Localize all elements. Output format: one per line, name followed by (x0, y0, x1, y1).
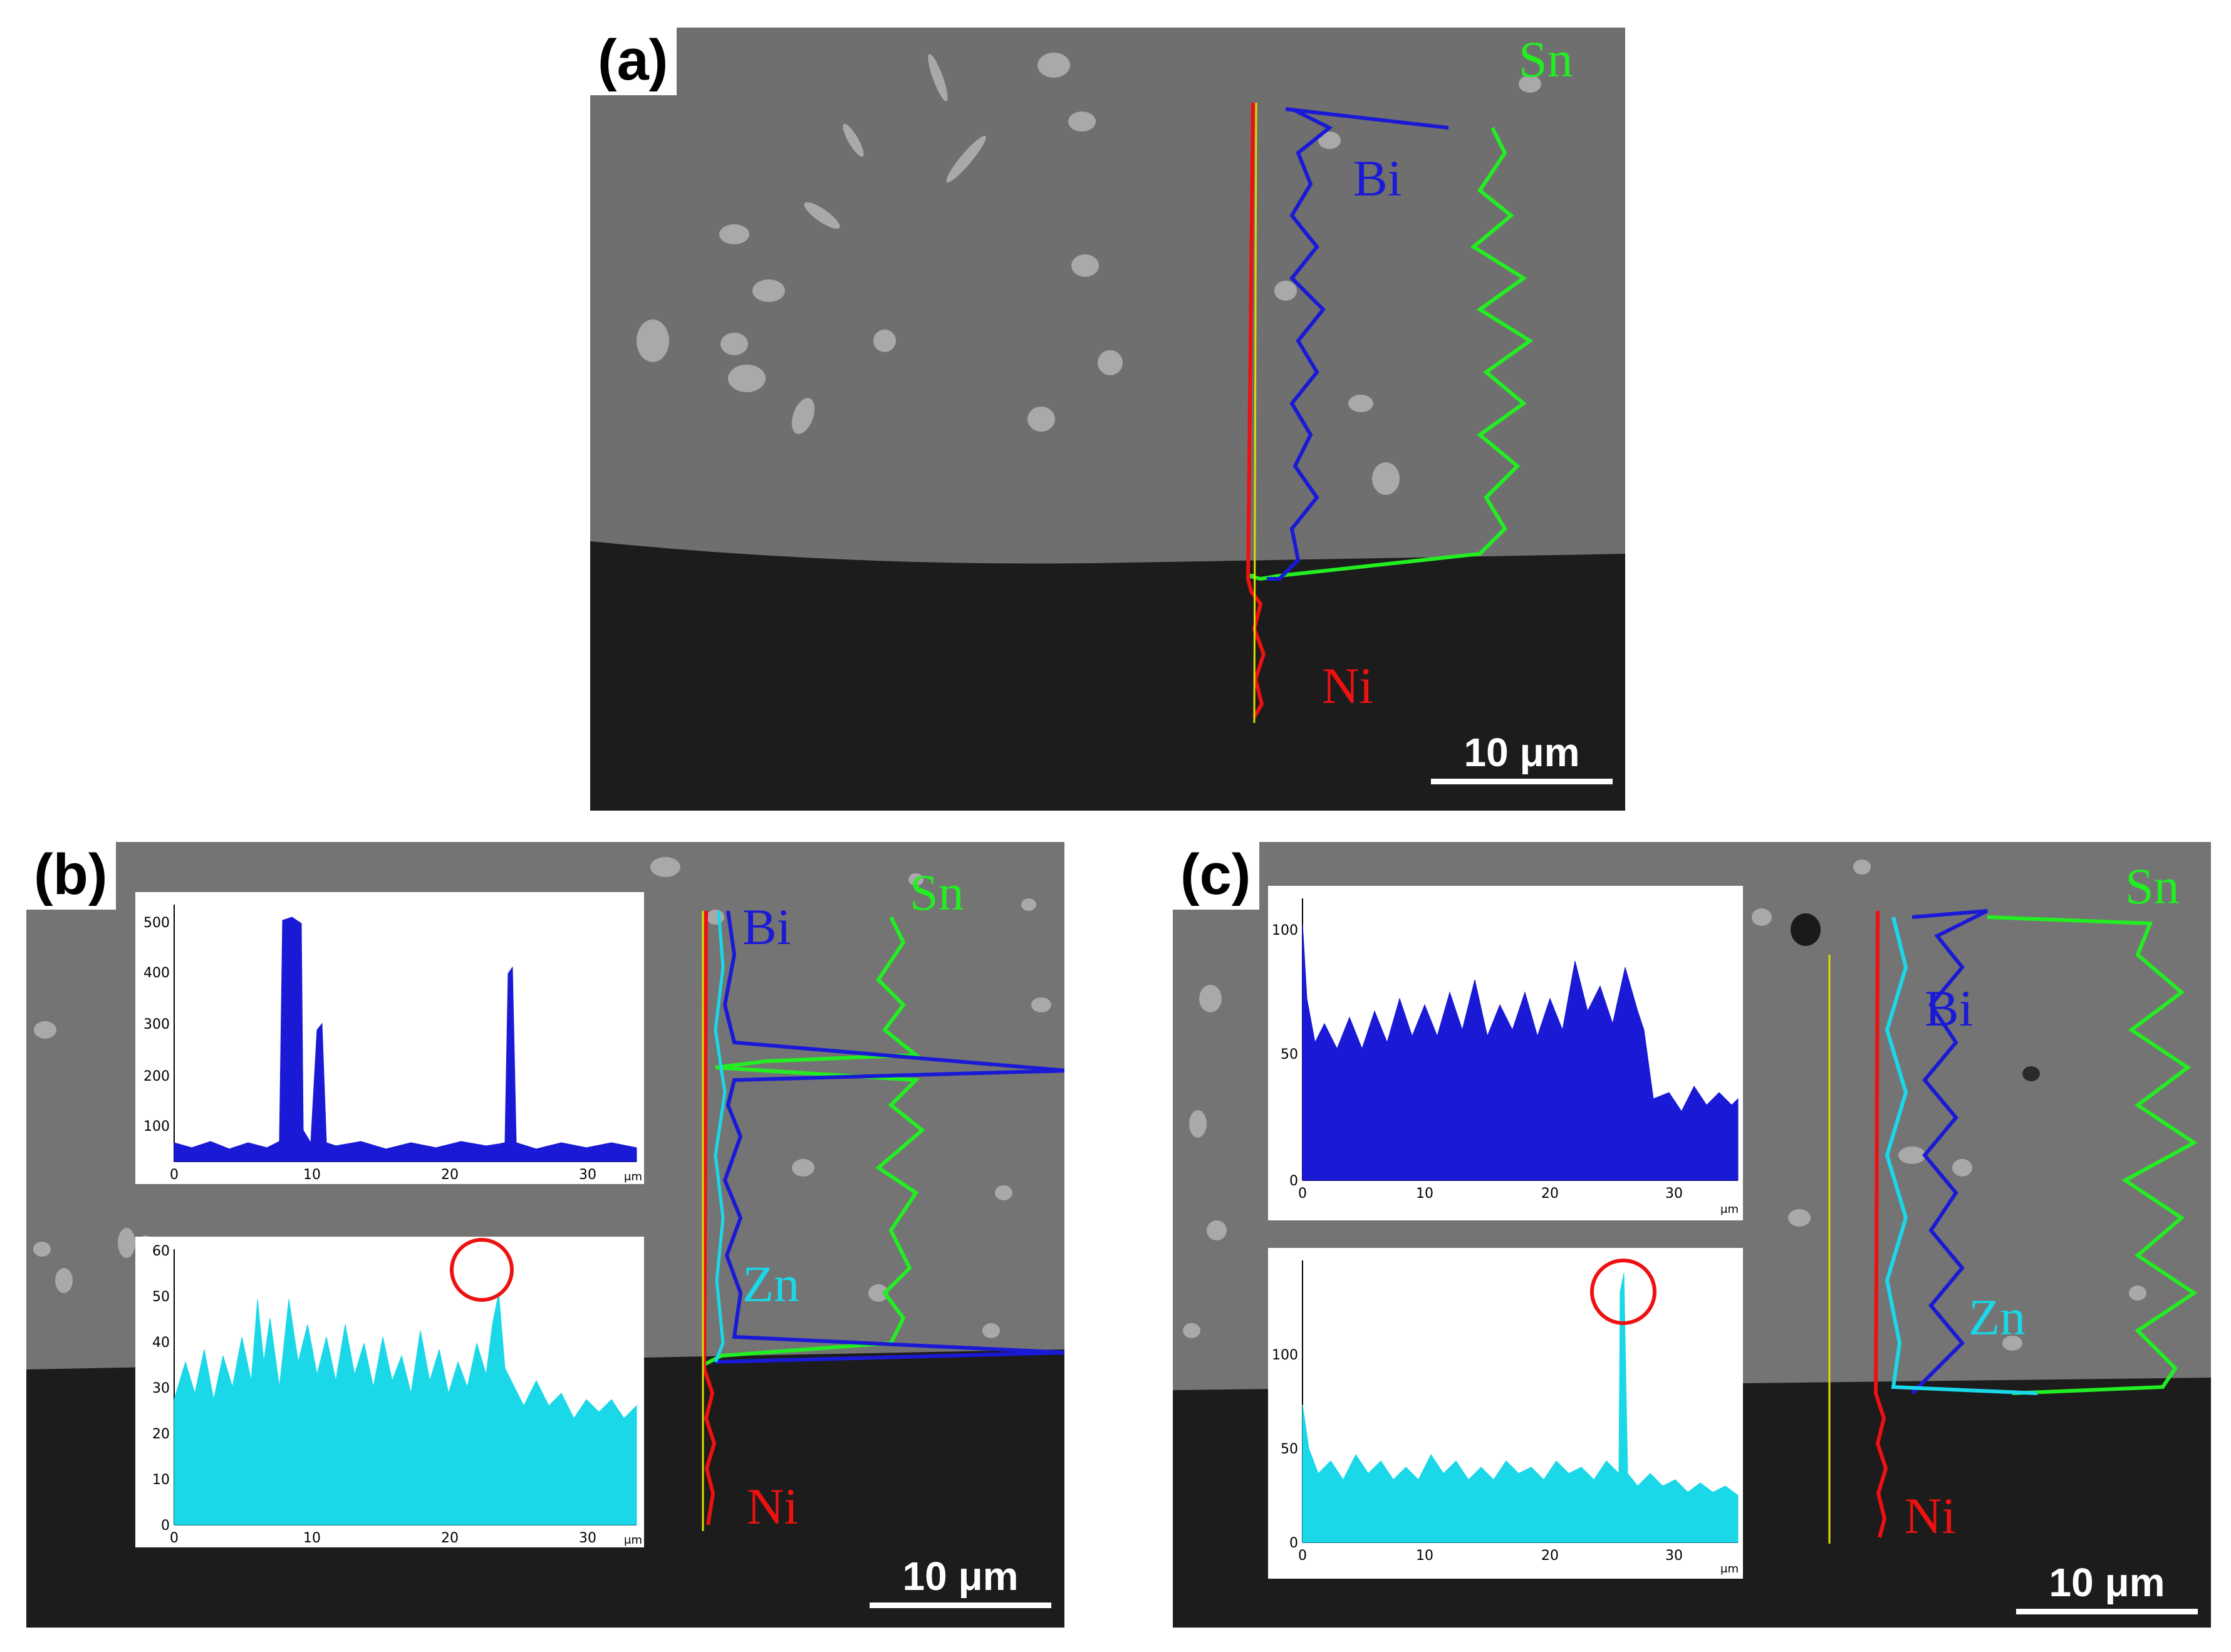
panel-a-bi-spike (1285, 107, 1449, 130)
panel-a-scale-label: 10 μm (1464, 730, 1580, 775)
panel-c-bi-inset: 0 50 100 0 10 20 30 μm (1268, 886, 1743, 1220)
panel-b-linescan (702, 910, 1064, 1531)
panel-b-zn-profile (714, 910, 727, 1363)
panel-c-ni-label: Ni (1905, 1487, 1956, 1544)
panel-c-bi-inset-series (1302, 923, 1739, 1181)
panel-c-bi-label: Bi (1925, 980, 1974, 1037)
panel-c-label: (c) (1173, 842, 1260, 910)
panel-b-bi-inset: 100 200 300 400 500 0 10 20 30 μm (135, 892, 644, 1184)
panel-a-label: (a) (590, 28, 677, 95)
panel-b-bi-profile (715, 910, 1064, 1364)
panel-b-bi-xtick: 10 (303, 1167, 321, 1183)
panel-b-zn-xunit: μm (624, 1534, 642, 1547)
panel-b-scale-bar: 10 μm (870, 1556, 1051, 1608)
panel-c-zn-xtick: 10 (1416, 1548, 1433, 1564)
panel-a-bi-profile (1267, 107, 1333, 581)
panel-b-bi-inset-series (174, 917, 637, 1162)
panel-b-scale-label: 10 μm (902, 1554, 1019, 1599)
panel-b-zn-inset-series (174, 1292, 637, 1525)
panel-b-bi-xtick: 30 (579, 1167, 596, 1183)
panel-c-scale-line (2016, 1609, 2198, 1614)
panel-c-bi-xunit: μm (1720, 1203, 1739, 1216)
panel-c-bi-xtick: 10 (1416, 1186, 1433, 1202)
panel-c-bi-xtick: 30 (1665, 1186, 1683, 1202)
panel-c-bi-ytick: 0 (1289, 1173, 1298, 1189)
panel-b-zn-ytick: 20 (152, 1426, 170, 1442)
panel-b-bi-ytick: 200 (143, 1069, 170, 1084)
panel-b-zn-inset: 0 10 20 30 40 50 60 0 10 20 30 μm (135, 1237, 644, 1547)
panel-a-yellow-baseline (1253, 102, 1257, 724)
panel-b-bi-xunit: μm (624, 1170, 642, 1183)
panel-b-zn-xtick: 20 (441, 1530, 459, 1546)
panel-b-zn-ytick: 60 (152, 1244, 170, 1259)
panel-c-zn-xtick: 0 (1298, 1548, 1307, 1564)
panel-c-bi-ytick: 100 (1272, 923, 1298, 938)
panel-b-zn-peak-highlight (450, 1238, 514, 1302)
panel-c-zn-ytick: 0 (1289, 1535, 1298, 1551)
panel-a-sn-label: Sn (1519, 31, 1573, 88)
panel-c-zn-inset-plot: 0 50 100 0 10 20 30 μm (1272, 1259, 1739, 1576)
panel-b-zn-label: Zn (742, 1255, 800, 1312)
panel-b-zn-xtick: 30 (579, 1530, 596, 1546)
panel-c-zn-inset: 0 50 100 0 10 20 30 μm (1268, 1248, 1743, 1579)
panel-b-sn-profile (702, 916, 925, 1367)
panel-b-sn-label: Sn (910, 864, 964, 921)
panel-c-sem-image: (c) 0 50 100 0 10 20 30 μm 0 50 (1173, 842, 2211, 1628)
panel-a-micrograph (590, 28, 1625, 811)
panel-b-zn-ytick: 40 (152, 1335, 170, 1351)
panel-c-ni-profile (1873, 910, 1888, 1538)
panel-b-bi-ytick: 500 (143, 915, 170, 931)
panel-b-zn-inset-plot: 0 10 20 30 40 50 60 0 10 20 30 μm (152, 1238, 642, 1547)
panel-b-bi-inset-plot: 100 200 300 400 500 0 10 20 30 μm (143, 905, 642, 1183)
panel-b-bi-label: Bi (742, 898, 791, 955)
panel-c-sn-profile (1987, 915, 2198, 1395)
panel-a-ni-profile (1246, 102, 1266, 718)
panel-c-zn-peak-highlight (1590, 1259, 1656, 1325)
panel-c-bi-xtick: 20 (1541, 1186, 1559, 1202)
panel-b-zn-xtick: 0 (170, 1530, 179, 1546)
panel-b-ni-label: Ni (747, 1478, 798, 1535)
panel-b-bi-ytick: 300 (143, 1017, 170, 1032)
panel-b-label: (b) (26, 842, 117, 910)
panel-b-zn-ytick: 0 (161, 1518, 170, 1534)
panel-c-bi-ytick: 50 (1281, 1047, 1298, 1062)
panel-c-bi-xtick: 0 (1298, 1186, 1307, 1202)
panel-b-zn-ytick: 10 (152, 1472, 170, 1488)
panel-c-zn-inset-series (1302, 1272, 1739, 1543)
panel-a-sn-profile (1247, 127, 1534, 581)
panel-c-zn-ytick: 50 (1281, 1442, 1298, 1457)
panel-a-scale-bar: 10 μm (1431, 732, 1613, 784)
panel-c-zn-xtick: 20 (1541, 1548, 1559, 1564)
panel-b-zn-ytick: 30 (152, 1381, 170, 1396)
panel-b-scale-line (870, 1603, 1051, 1608)
panel-c-zn-label: Zn (1968, 1289, 2026, 1346)
panel-b-zn-ytick: 50 (152, 1289, 170, 1305)
panel-c-zn-xunit: μm (1720, 1562, 1739, 1576)
panel-c-bi-profile (1910, 909, 1989, 1395)
panel-b-bi-xtick: 20 (441, 1167, 459, 1183)
panel-b-ni-profile (702, 910, 717, 1525)
panel-c-zn-xtick: 30 (1665, 1548, 1683, 1564)
panel-c-scale-bar: 10 μm (2016, 1562, 2198, 1614)
panel-c-scale-label: 10 μm (2049, 1560, 2165, 1605)
panel-a-ni-label: Ni (1322, 657, 1373, 714)
panel-b-bi-ytick: 100 (143, 1119, 170, 1135)
panel-c-zn-profile (1885, 917, 2038, 1395)
panel-b-bi-xtick: 0 (170, 1167, 179, 1183)
panel-c-linescan (1828, 909, 2198, 1544)
panel-a-linescan (1246, 102, 1534, 724)
panel-b-zn-xtick: 10 (303, 1530, 321, 1546)
panel-c-sn-label: Sn (2125, 858, 2180, 915)
panel-a-sem-image: (a) Sn Bi Ni 10 μm (590, 28, 1625, 811)
panel-a-scale-line (1431, 779, 1613, 784)
panel-c-zn-ytick: 100 (1272, 1348, 1298, 1363)
panel-c-bi-inset-plot: 0 50 100 0 10 20 30 μm (1272, 898, 1739, 1216)
panel-b-bi-ytick: 400 (143, 965, 170, 981)
panel-a-bi-label: Bi (1353, 150, 1402, 207)
panel-b-sem-image: (b) 100 200 300 400 500 0 10 20 30 μm (26, 842, 1064, 1628)
